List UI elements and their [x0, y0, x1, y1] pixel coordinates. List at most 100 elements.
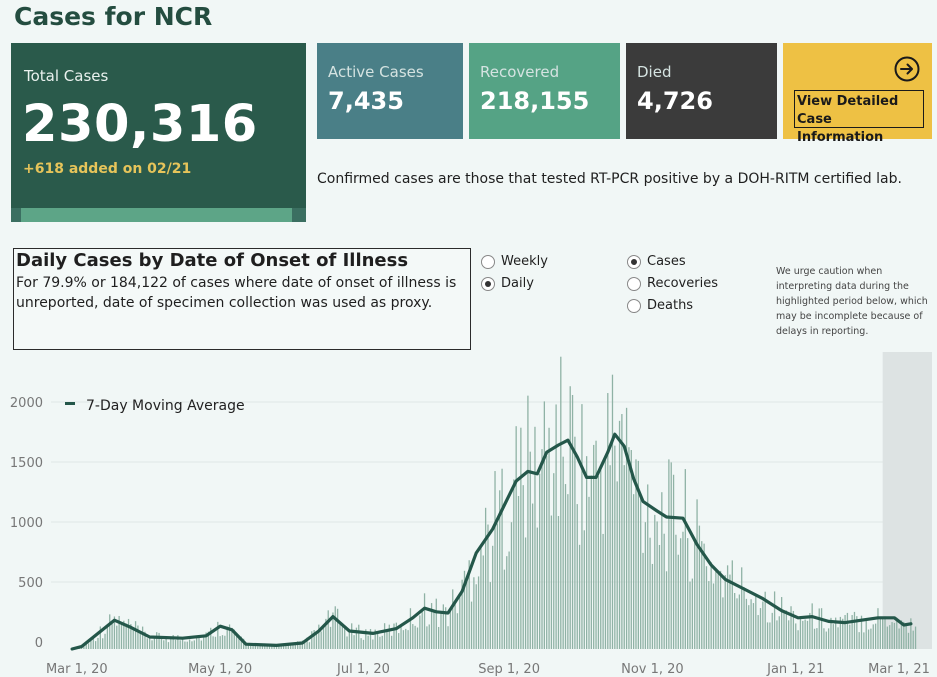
radio-deaths-label: Deaths [647, 298, 694, 313]
radio-daily-dot[interactable] [481, 276, 495, 291]
daily-case-bar [576, 504, 578, 649]
daily-case-bar [513, 479, 515, 649]
daily-case-bar [522, 485, 524, 649]
legend-label: 7-Day Moving Average [86, 398, 245, 414]
daily-case-bar [823, 628, 825, 649]
daily-case-bar [487, 524, 489, 649]
radio-cases-dot[interactable] [627, 254, 641, 269]
daily-case-bar [658, 544, 661, 649]
daily-case-bar [492, 545, 494, 649]
daily-case-bar [327, 610, 329, 649]
daily-case-bar [804, 619, 806, 649]
radio-recoveries-dot[interactable] [627, 276, 641, 291]
daily-case-bar [642, 552, 644, 649]
daily-case-bar [884, 616, 886, 649]
daily-case-bar [703, 543, 705, 649]
view-detailed-case-info-link[interactable]: View Detailed Case Information [794, 90, 924, 145]
daily-case-bar [769, 622, 771, 649]
daily-case-bar [863, 632, 865, 649]
daily-case-bar [235, 632, 238, 649]
daily-case-bar [482, 555, 484, 649]
daily-case-bar [797, 630, 799, 649]
x-tick-label: Jul 1, 20 [336, 662, 390, 677]
daily-case-bar [799, 616, 802, 649]
daily-case-bar [729, 574, 731, 649]
daily-case-bar [134, 621, 137, 649]
daily-case-bar [336, 608, 339, 649]
daily-case-bar [470, 601, 473, 649]
daily-case-bar [365, 629, 367, 649]
daily-case-bar [130, 624, 132, 649]
daily-case-bar [877, 608, 879, 649]
daily-case-bar [508, 551, 510, 649]
confirmed-cases-note: Confirmed cases are those that tested RT… [317, 171, 902, 187]
arrow-right-circle-icon[interactable] [894, 56, 920, 82]
daily-case-bar [400, 626, 402, 649]
daily-case-bar [198, 635, 200, 649]
daily-case-bar [637, 460, 639, 649]
daily-case-bar [325, 618, 327, 649]
daily-case-bar [531, 503, 534, 649]
cases-added-text: +618 added on 02/21 [23, 161, 192, 177]
radio-deaths-dot[interactable] [627, 298, 641, 313]
daily-case-bar [764, 591, 766, 649]
daily-case-bar [219, 636, 221, 649]
daily-case-bar [640, 496, 642, 649]
daily-case-bar [567, 494, 569, 649]
daily-case-bar [473, 577, 475, 649]
daily-case-bar [738, 594, 740, 649]
daily-case-bar [186, 641, 188, 649]
daily-case-bar [595, 440, 597, 649]
daily-case-bar [398, 633, 400, 649]
daily-case-bar [719, 570, 722, 649]
daily-case-bar [771, 612, 773, 649]
daily-case-bar [468, 560, 470, 649]
daily-case-bar [679, 538, 682, 649]
daily-case-bar [515, 426, 517, 649]
daily-case-bar [811, 603, 813, 649]
radio-weekly[interactable]: Weekly [481, 254, 548, 269]
active-cases-value: 7,435 [328, 87, 404, 115]
daily-case-bar [534, 426, 536, 649]
chart-legend: 7-Day Moving Average [65, 398, 245, 414]
daily-case-bar [560, 356, 562, 649]
radio-recoveries[interactable]: Recoveries [627, 276, 718, 291]
daily-case-bar [741, 567, 743, 649]
radio-cases[interactable]: Cases [627, 254, 686, 269]
daily-case-bar [452, 589, 454, 649]
radio-weekly-dot[interactable] [481, 254, 495, 269]
daily-case-bar [820, 608, 823, 649]
daily-case-bar [191, 641, 193, 649]
view-detailed-case-info-button[interactable]: View Detailed Case Information [783, 43, 932, 145]
daily-case-bar [137, 625, 139, 649]
daily-case-bar [355, 627, 358, 649]
daily-case-bar [736, 598, 738, 649]
daily-case-bar [687, 538, 689, 649]
daily-case-bar [701, 541, 703, 649]
daily-case-bar [893, 622, 896, 649]
radio-deaths[interactable]: Deaths [627, 298, 693, 313]
daily-case-bar [705, 566, 708, 649]
daily-case-bar [724, 575, 726, 649]
daily-case-bar [853, 611, 856, 649]
daily-case-bar [625, 407, 628, 649]
recovered-label: Recovered [480, 63, 560, 81]
daily-case-bar [722, 597, 724, 649]
caution-note: We urge caution when interpreting data d… [776, 266, 928, 337]
radio-daily[interactable]: Daily [481, 276, 534, 291]
daily-case-bar [914, 626, 917, 649]
daily-case-bar [233, 629, 235, 649]
daily-case-bar [449, 611, 452, 649]
daily-case-bar [344, 626, 346, 649]
total-cases-tile: Total Cases 230,316 +618 added on 02/21 [11, 43, 306, 222]
daily-case-bar [475, 584, 477, 649]
daily-case-bar [501, 468, 503, 649]
daily-case-bar [795, 623, 797, 649]
daily-case-bar [527, 395, 529, 649]
daily-case-bar [224, 635, 226, 649]
daily-case-bar [536, 527, 538, 649]
daily-case-bar [907, 632, 910, 649]
daily-case-bar [649, 537, 651, 649]
daily-case-bar [654, 514, 656, 649]
daily-case-bar [574, 436, 576, 649]
